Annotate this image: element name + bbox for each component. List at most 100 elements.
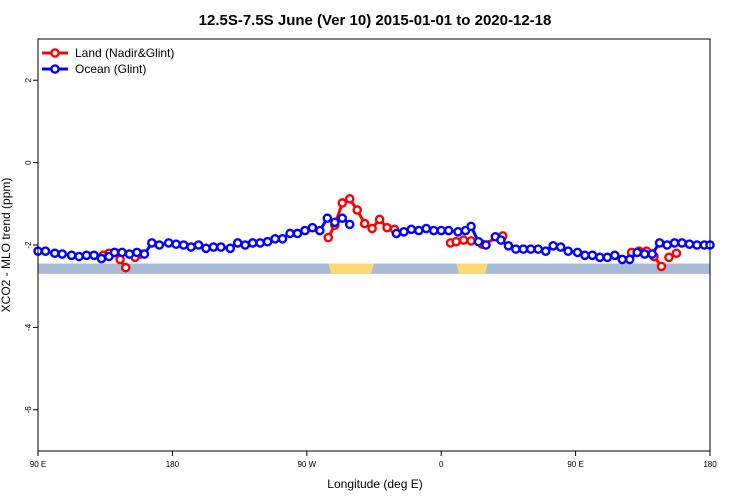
series-1-point-0-29 [255, 238, 265, 248]
series-1-point-3-20 [639, 249, 650, 259]
series-1-point-1-3 [413, 225, 424, 236]
series-1-point-2-0 [466, 221, 476, 232]
series-1-point-0-37 [315, 225, 325, 236]
series-1-point-0-17 [163, 238, 174, 248]
series-0-point-2-4 [352, 205, 363, 215]
series-0-point-6-1 [671, 248, 682, 259]
series-0-point-2-8 [382, 222, 392, 233]
series-1-point-0-32 [277, 234, 288, 244]
series-1-point-3-7 [540, 246, 551, 256]
x-tick-label-1: 180 [166, 460, 180, 469]
series-1-point-0-36 [307, 222, 318, 233]
series-1-point-1-0 [391, 228, 402, 239]
series-1-point-0-11 [117, 247, 127, 258]
series-0-point-2-2 [337, 198, 348, 208]
series-1-point-0-25 [225, 243, 236, 254]
series-1-point-0-13 [132, 247, 142, 258]
series-1-point-0-12 [124, 249, 135, 259]
land-band-segment-1 [456, 263, 488, 274]
series-1-point-3-11 [572, 247, 583, 258]
series-1-point-3-16 [610, 250, 620, 261]
series-1-point-0-15 [147, 238, 157, 248]
series-1-point-3-26 [684, 239, 695, 249]
series-1-point-0-26 [232, 238, 243, 248]
series-1-point-3-23 [662, 240, 672, 250]
y-tick-label-3: -4 [24, 323, 33, 331]
series-1-point-0-28 [247, 238, 258, 248]
x-tick-label-3: 0 [439, 460, 444, 469]
series-1-point-1-2 [406, 224, 417, 235]
series-1-point-0-41 [344, 219, 355, 230]
x-axis-label: Longitude (deg E) [327, 477, 422, 491]
series-1-point-0-20 [186, 242, 196, 252]
series-1-point-3-6 [533, 244, 544, 254]
series-1-point-2-2 [481, 240, 491, 250]
series-1-point-3-3 [511, 244, 521, 254]
series-1-point-1-4 [421, 223, 432, 234]
series-1-point-3-21 [647, 249, 657, 259]
series-1-point-0-21 [193, 240, 204, 250]
series-1-point-0-33 [285, 228, 295, 239]
series-1-point-3-19 [632, 247, 643, 258]
legend: Land (Nadir&Glint) Ocean (Glint) [42, 46, 174, 76]
series-1-point-0-40 [337, 213, 348, 224]
series-0-point-0-4 [120, 262, 131, 273]
series-1-point-0-7 [89, 250, 99, 261]
x-tick-label-2: 90 W [297, 460, 316, 469]
ocean-band [38, 263, 710, 274]
y-tick-label-1: 0 [24, 160, 33, 165]
y-axis-label: XCO2 - MLO trend (ppm) [0, 178, 13, 313]
series-0-point-2-0 [323, 232, 334, 243]
series-0-point-2-3 [344, 194, 355, 204]
x-tick-label-0: 90 E [30, 460, 46, 469]
series-1-point-0-34 [292, 228, 303, 239]
series-1-point-0-2 [50, 248, 60, 259]
series-1-point-0-30 [262, 236, 273, 247]
series-1-point-1-7 [443, 225, 454, 236]
series-1-point-0-23 [208, 242, 219, 252]
legend-label-0: Land (Nadir&Glint) [75, 46, 174, 60]
series-1-point-3-2 [503, 241, 514, 251]
series-1-point-3-9 [555, 242, 566, 252]
plot-frame [37, 38, 711, 452]
x-tick-label-5: 180 [703, 460, 717, 469]
series-0-point-2-5 [359, 218, 370, 229]
series-1-point-0-6 [81, 250, 92, 261]
series-0-point-3-3 [466, 236, 476, 246]
series-1-point-0-19 [178, 240, 189, 250]
series-0-point-3-2 [458, 235, 469, 245]
series-1-point-0-22 [201, 243, 211, 254]
series-0-point-5-4 [656, 261, 667, 272]
series-1-point-3-1 [496, 235, 506, 245]
series-1-point-3-4 [518, 244, 529, 254]
series-1-point-0-18 [171, 239, 181, 249]
series-0-line-2 [326, 197, 395, 239]
series-1-point-3-10 [563, 246, 573, 256]
series-1-point-0-1 [40, 246, 51, 256]
series-1-point-0-39 [329, 217, 340, 228]
series-1-point-3-25 [677, 238, 687, 248]
series-1-point-3-12 [580, 250, 590, 261]
legend-label-1: Ocean (Glint) [75, 62, 146, 76]
series-1-point-0-14 [139, 249, 150, 259]
series-1-point-0-5 [74, 251, 84, 262]
series-1-point-3-24 [669, 238, 680, 248]
series-1-point-0-16 [154, 240, 165, 250]
series-layer [33, 194, 715, 273]
series-1-point-0-27 [240, 240, 250, 250]
series-1-point-0-38 [322, 213, 333, 224]
x-axis: 90 E 180 90 W 0 90 E 180 [30, 451, 717, 469]
y-tick-label-0: 2 [24, 77, 33, 82]
series-0-point-3-1 [451, 236, 461, 247]
series-1-point-0-24 [216, 242, 226, 252]
series-0-point-6-0 [664, 252, 674, 263]
legend-marker-1 [50, 64, 60, 74]
series-1-point-0-8 [96, 253, 107, 264]
series-1-point-0-4 [66, 250, 77, 261]
series-1-point-0-35 [300, 225, 310, 236]
y-axis: 2 0 -2 -4 -6 [24, 77, 38, 413]
series-1-point-1-1 [399, 227, 409, 237]
series-1-point-1-6 [436, 225, 447, 236]
land-band-segment-0 [328, 263, 374, 274]
